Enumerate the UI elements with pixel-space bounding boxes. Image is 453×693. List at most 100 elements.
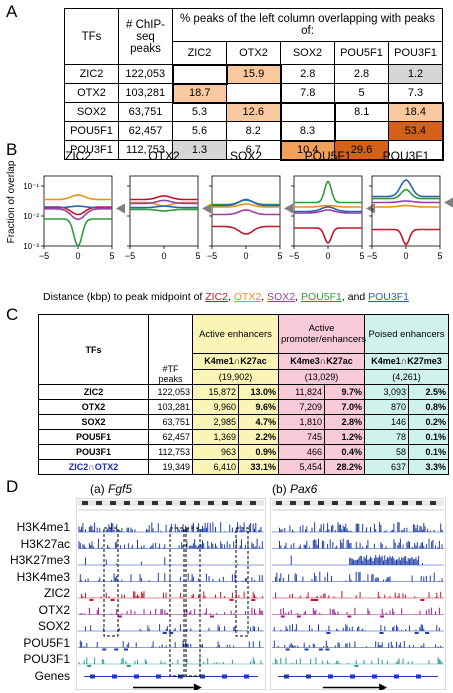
profile-line-pou3f1 xyxy=(44,205,112,209)
enhancer-count: 146 xyxy=(364,414,409,430)
browser-ruler-tick xyxy=(166,501,172,505)
browser-ruler-tick xyxy=(152,501,158,505)
enhancer-percent: 0.2% xyxy=(408,414,449,430)
highlight-box xyxy=(185,527,201,677)
enhancer-header-peaks: #TF peaks xyxy=(148,314,193,385)
overlap-cell: 8.3 xyxy=(279,121,335,141)
profile-xtick-label: 5 xyxy=(109,251,114,261)
profile-line-pou5f1 xyxy=(44,218,112,248)
enhancer-row-tf: POU5F1 xyxy=(38,429,149,445)
track-label-h3k4me1: H3K4me1 xyxy=(16,520,70,534)
enhancer-row: SOX2 63,751 2,985 4.7% 1,810 2.8% 146 0.2% xyxy=(38,414,449,430)
enhancer-count: 963 xyxy=(192,444,239,460)
profile-xtick-label: −5 xyxy=(207,251,217,261)
browser-ruler-tick xyxy=(222,501,228,505)
enhancer-count: 870 xyxy=(364,399,409,415)
track-label-zic2: ZIC2 xyxy=(43,586,70,600)
profile-xtick-label: 0 xyxy=(243,251,248,261)
profile-arrow-icon xyxy=(284,203,293,214)
track-signal xyxy=(79,607,263,615)
gene-exon xyxy=(112,674,117,679)
peak-call-mark xyxy=(126,665,131,667)
profile-line-pou5f1 xyxy=(372,188,440,200)
profile-xlabel: Distance (kbp) to peak midpoint of ZIC2,… xyxy=(43,291,409,303)
profile-xlabel-sep: , xyxy=(295,291,301,303)
peak-call-mark xyxy=(110,599,115,601)
browser-ruler-tick xyxy=(332,501,338,505)
overlap-col-sox2: SOX2 xyxy=(280,41,335,65)
track-label-genes: Genes xyxy=(34,668,70,683)
track-label-h3k27ac: H3K27ac xyxy=(20,536,70,551)
track-signal xyxy=(81,591,263,598)
gene-exon xyxy=(222,674,227,679)
enhancer-row-peaks: 19,349 xyxy=(148,459,193,475)
overlap-cell: 10.4 xyxy=(279,139,335,161)
enhancer-row-peaks: 62,457 xyxy=(148,429,193,445)
enhancer-count: 637 xyxy=(364,459,409,475)
genome-browser-pax6 xyxy=(270,498,446,690)
peak-call-mark xyxy=(251,599,256,601)
peak-call-mark xyxy=(285,648,290,651)
peak-call-mark xyxy=(280,615,285,618)
overlap-row-peaks: 122,053 xyxy=(118,64,173,84)
peak-call-mark xyxy=(380,615,385,618)
enhancer-percent: 28.2% xyxy=(324,459,365,475)
profile-line-zic2 xyxy=(212,225,280,235)
profile-plots: Fraction of overlap ZIC2 −5 0 5 10⁻¹ 10⁻² 10⁻³ O… xyxy=(6,149,453,303)
highlight-box xyxy=(103,527,119,637)
overlap-cell: 53.4 xyxy=(387,121,444,141)
overlap-row-peaks: 103,281 xyxy=(118,83,173,103)
peak-call-mark xyxy=(123,648,128,651)
overlap-cell: 8.2 xyxy=(226,121,281,141)
profile-frame xyxy=(43,175,113,247)
profile-title-sox2: SOX2 xyxy=(230,149,262,163)
panel-d-label: D xyxy=(6,477,19,496)
peak-call-mark xyxy=(354,665,359,667)
browser-ruler-tick xyxy=(290,501,296,505)
gene-exon xyxy=(328,674,333,679)
enhancer-count: 3,093 xyxy=(364,384,409,400)
overlap-cell: 7.3 xyxy=(387,83,444,103)
overlap-cell: 2.8 xyxy=(334,64,389,84)
enhancer-percent: 1.2% xyxy=(324,429,365,445)
enhancer-row-tf: POU3F1 xyxy=(38,444,149,460)
enhancer-percent: 13.0% xyxy=(238,384,279,400)
peak-call-mark xyxy=(296,615,301,618)
profile-xtick-label: 5 xyxy=(437,251,442,261)
overlap-row-otx2: OTX2 103,281 18.7 7.8 5 7.3 xyxy=(64,82,444,104)
enhancer-percent: 2.5% xyxy=(408,384,449,400)
profile-xtick-label: −5 xyxy=(39,251,49,261)
enhancer-count: 6,410 xyxy=(192,459,239,475)
overlap-cell xyxy=(171,63,227,84)
overlap-cell: 18.4 xyxy=(387,101,444,122)
track-signal xyxy=(78,657,262,664)
peak-call-mark xyxy=(229,599,234,601)
peak-call-mark xyxy=(117,615,122,618)
enhancer-percent: 2.2% xyxy=(238,429,279,445)
track-signal xyxy=(275,571,443,582)
peak-call-mark xyxy=(414,632,419,634)
enhancer-count: 15,872 xyxy=(192,384,239,400)
peak-call-mark xyxy=(162,632,167,634)
panel-b-label: B xyxy=(6,140,18,159)
profile-line-sox2 xyxy=(130,199,198,205)
enhancer-row-peaks: 63,751 xyxy=(148,414,193,430)
enhancer-header-tfs: TFs xyxy=(38,314,149,385)
track-signal xyxy=(272,657,443,664)
profile-line-zic2 xyxy=(130,195,198,201)
track-label-pou3f1: POU3F1 xyxy=(23,652,70,666)
overlap-cell: 5.6 xyxy=(172,121,227,141)
browser-ruler-tick xyxy=(250,501,256,505)
enhancer-count: 1,810 xyxy=(278,414,325,430)
track-signal xyxy=(85,624,262,631)
profile-line-pou3f1 xyxy=(212,198,280,207)
profile-xtick-label: 0 xyxy=(161,251,166,261)
browser-ruler-tick xyxy=(346,501,352,505)
enhancer-row-peaks: 122,053 xyxy=(148,384,193,400)
enhancer-row-tf: ZIC2 xyxy=(38,384,149,400)
overlap-row-tf: OTX2 xyxy=(64,83,119,103)
gene-exon xyxy=(244,674,249,679)
enhancer-row: POU3F1 112,753 963 0.9% 466 0.4% 58 0.1% xyxy=(38,444,449,460)
profile-line-otx2 xyxy=(212,203,280,208)
profile-line-pou3f1 xyxy=(294,206,362,213)
